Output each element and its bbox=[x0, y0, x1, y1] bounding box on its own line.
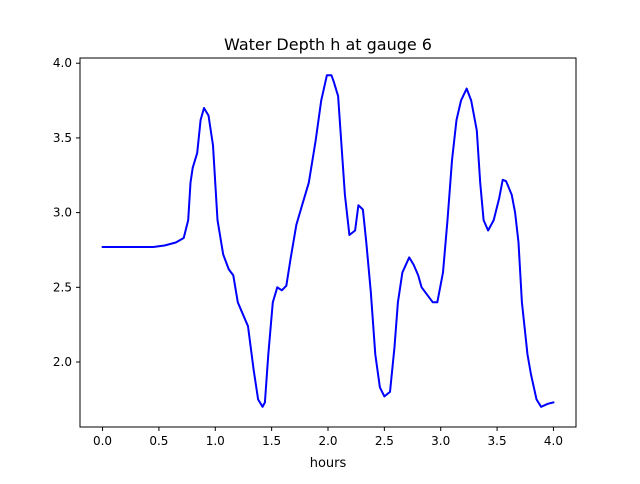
x-tick-label: 0.5 bbox=[149, 434, 168, 448]
y-tick-label: 4.0 bbox=[53, 56, 72, 70]
x-axis: 0.0 0.5 1.0 1.5 2.0 2.5 3.0 3.5 4.0 bbox=[93, 427, 563, 448]
x-axis-label: hours bbox=[310, 456, 347, 471]
x-tick-label: 4.0 bbox=[544, 434, 563, 448]
y-tick-label: 2.5 bbox=[53, 280, 72, 294]
chart-title: Water Depth h at gauge 6 bbox=[224, 35, 432, 54]
x-tick-label: 2.5 bbox=[375, 434, 394, 448]
series-line bbox=[101, 74, 555, 408]
x-tick-label: 0.0 bbox=[93, 434, 112, 448]
x-tick-label: 2.0 bbox=[318, 434, 337, 448]
x-tick-label: 3.0 bbox=[431, 434, 450, 448]
plot-area bbox=[101, 74, 555, 408]
y-tick-label: 2.0 bbox=[53, 355, 72, 369]
axes-frame bbox=[79, 57, 577, 428]
y-tick-label: 3.5 bbox=[53, 131, 72, 145]
y-axis: 2.0 2.5 3.0 3.5 4.0 bbox=[53, 56, 80, 369]
x-tick-label: 1.5 bbox=[262, 434, 281, 448]
x-tick-label: 1.0 bbox=[206, 434, 225, 448]
x-tick-label: 3.5 bbox=[488, 434, 507, 448]
y-tick-label: 3.0 bbox=[53, 206, 72, 220]
